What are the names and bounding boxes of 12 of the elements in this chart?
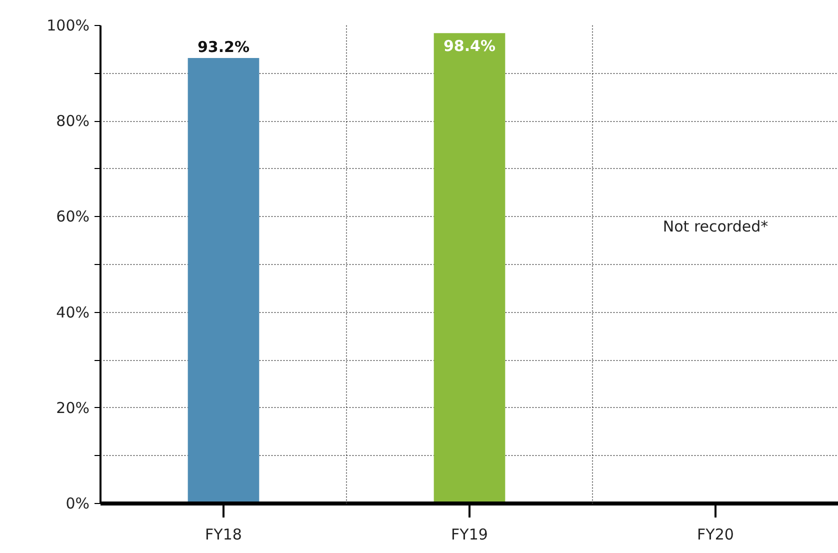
y-tick-label: 40% [56,303,90,322]
y-tick-label: 20% [56,398,90,417]
x-tick-label: FY18 [205,526,242,544]
data-label: 98.4% [443,37,496,56]
y-tick-label: 80% [56,112,90,130]
y-tick-label: 100% [46,16,90,34]
y-tick-label: 0% [66,494,90,512]
annotation: Not recorded* [662,217,769,236]
data-label: 93.2% [197,38,250,56]
x-tick-label: FY20 [697,526,734,544]
x-tick-label: FY19 [451,526,488,544]
y-tick-label: 60% [56,208,90,226]
